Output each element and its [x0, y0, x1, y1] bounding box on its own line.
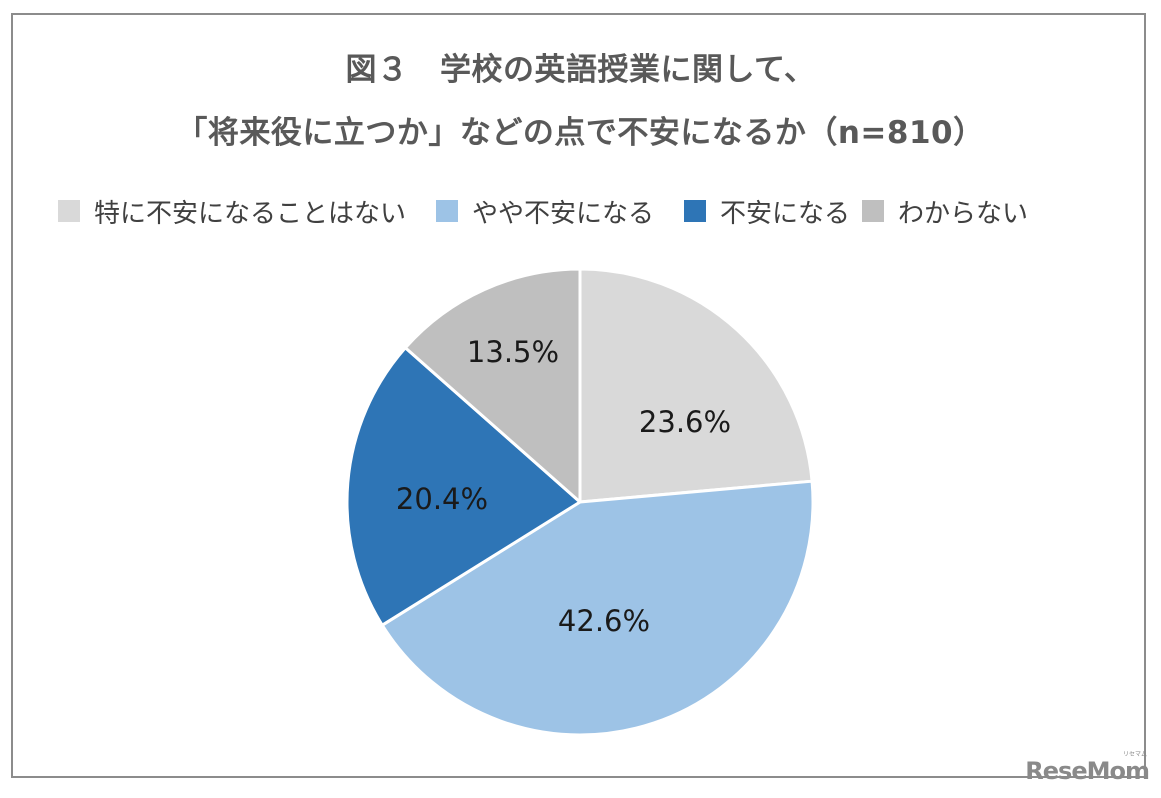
legend-item-dont-know: わからない — [862, 193, 1028, 230]
pie-slice-dont-know — [403, 267, 582, 504]
pie-slice-anxious — [345, 346, 582, 627]
pie-slice-somewhat-anxious — [380, 479, 815, 737]
legend-item-anxious: 不安になる — [684, 193, 850, 230]
slice-label-somewhat-anxious: 42.6% — [558, 604, 650, 638]
slice-label-anxious: 20.4% — [396, 482, 488, 516]
watermark-subtext: リセマム — [1122, 751, 1147, 758]
legend-swatch — [436, 200, 459, 222]
slice-label-not-anxious: 23.6% — [639, 405, 731, 439]
resemom-watermark-logo: ReseMom リセマム — [1025, 751, 1150, 785]
chart-title-line1: 図３ 学校の英語授業に関して、 — [345, 52, 816, 88]
legend-swatch — [862, 200, 885, 222]
legend-label: 不安になる — [720, 198, 851, 229]
legend-label: 特に不安になることはない — [94, 198, 407, 229]
legend-swatch — [684, 200, 707, 222]
pie-slice-not-anxious — [578, 267, 814, 504]
legend: 特に不安になることはない やや不安になる 不安になる わからない — [58, 196, 1040, 229]
legend-swatch — [58, 200, 80, 222]
legend-item-somewhat-anxious: やや不安になる — [436, 193, 654, 230]
legend-label: わからない — [898, 198, 1029, 229]
chart-title-line2: 「将来役に立つか」などの点で不安になるか（n=810） — [176, 115, 985, 151]
slice-label-dont-know: 13.5% — [467, 335, 559, 369]
legend-item-not-anxious: 特に不安になることはない — [58, 193, 406, 230]
watermark-text: ReseMom — [1025, 757, 1150, 785]
legend-label: やや不安になる — [472, 198, 655, 229]
